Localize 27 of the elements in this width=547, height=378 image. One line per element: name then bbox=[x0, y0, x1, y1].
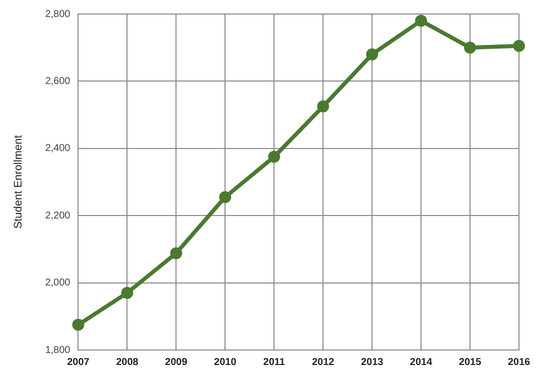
x-tick-label: 2016 bbox=[508, 356, 531, 368]
point bbox=[317, 100, 330, 112]
x-tick-label: 2012 bbox=[312, 356, 335, 368]
x-tick-label: 2013 bbox=[360, 356, 384, 368]
point bbox=[366, 48, 378, 60]
y-tick-label: 2,400 bbox=[45, 143, 71, 154]
y-tick-label: 2,000 bbox=[45, 278, 71, 289]
point bbox=[219, 191, 232, 204]
point bbox=[72, 318, 84, 331]
x-tick-label: 2010 bbox=[214, 356, 237, 368]
point bbox=[513, 40, 525, 52]
y-tick-label: 2,200 bbox=[45, 210, 71, 222]
x-tick-label: 2009 bbox=[165, 356, 188, 368]
point bbox=[415, 14, 428, 27]
point bbox=[121, 286, 134, 299]
point bbox=[170, 247, 182, 260]
point bbox=[268, 150, 280, 163]
x-tick-label: 2011 bbox=[263, 356, 286, 368]
y-axis-title: Student Enrollment bbox=[12, 135, 25, 229]
point bbox=[464, 42, 476, 54]
y-tick-label: 1,800 bbox=[45, 344, 71, 356]
x-tick-label: 2014 bbox=[410, 356, 433, 368]
x-tick-label: 2015 bbox=[458, 356, 482, 368]
x-tick-label: 2007 bbox=[67, 356, 90, 368]
x-tick-label: 2008 bbox=[116, 356, 139, 368]
y-tick-label: 2,600 bbox=[45, 76, 71, 87]
y-tick-label: 2,800 bbox=[45, 8, 71, 20]
